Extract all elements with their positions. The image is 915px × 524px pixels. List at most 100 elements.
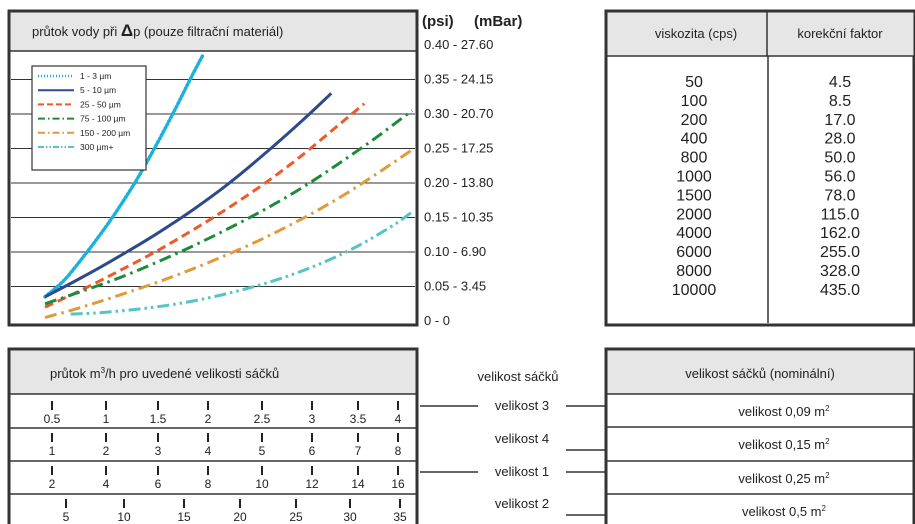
factor-cell: 50.0: [824, 150, 855, 167]
factor-cell: 56.0: [824, 169, 855, 186]
bag-link-label: velikost 1: [495, 464, 549, 479]
axis-tick-labels: 0.40 - 27.60 0.35 - 24.15 0.30 - 20.70 0.25…: [424, 37, 493, 328]
flow-tick-label: 5: [259, 444, 266, 458]
factor-cell: 4.5: [829, 74, 851, 91]
viscosity-cell: 10000: [672, 282, 717, 299]
pressure-axis: (psi) (mBar) 0.40 - 27.60 0.35 - 24.15 0.3…: [422, 13, 522, 328]
factor-cell: 115.0: [821, 206, 860, 223]
axis-tick-label: 0.10 - 6.90: [424, 244, 486, 259]
flow-tick-label: 5: [63, 510, 70, 524]
flow-tick-label: 3: [155, 444, 162, 458]
viscosity-cell: 100: [681, 93, 708, 110]
series-line: [44, 92, 333, 299]
flow-title: průtok m3/h pro uvedené velikosti sáčků: [50, 366, 279, 381]
legend-label: 1 - 3 µm: [80, 71, 111, 81]
bag-size-table: velikost sáčků (nominální) velikost 0,09…: [604, 347, 915, 524]
flow-tick-label: 1.5: [150, 412, 167, 426]
viscosity-cell: 50: [685, 74, 703, 91]
factor-header-label: korekční faktor: [797, 26, 883, 41]
chart-legend: 1 - 3 µm 5 - 10 µm 25 - 50 µm 75 - 100 µm 15…: [31, 65, 147, 171]
flow-tick-label: 4: [395, 412, 402, 426]
axis-unit-psi: (psi): [422, 13, 454, 30]
pressure-chart-panel: průtok vody při Δp (pouze filtrační mate…: [7, 9, 419, 327]
flow-tick-label: 2: [103, 444, 110, 458]
flow-tick-label: 8: [205, 477, 212, 491]
flow-tick-label: 2: [205, 412, 212, 426]
viscosity-cell: 400: [681, 131, 708, 148]
axis-tick-label: 0.05 - 3.45: [424, 279, 486, 294]
flow-tick-label: 15: [177, 510, 191, 524]
factor-cell: 8.5: [829, 93, 851, 110]
series-line: [44, 102, 366, 309]
flow-tick-label: 12: [305, 477, 319, 491]
viscosity-cell: 200: [681, 112, 708, 129]
flow-tick-label: 20: [233, 510, 247, 524]
flow-tick-label: 16: [391, 477, 405, 491]
factor-cell: 435.0: [820, 282, 860, 299]
flow-tick-label: 8: [395, 444, 402, 458]
bag-table-header: velikost sáčků (nominální): [685, 366, 835, 381]
factor-cell: 78.0: [824, 187, 855, 204]
bag-rows: velikost 0,09 m2 velikost 0,15 m2 velikost…: [607, 404, 913, 519]
bag-size-cell: velikost 0,15 m2: [738, 437, 830, 452]
flow-tick-label: 4: [205, 444, 212, 458]
flow-tick-label: 10: [117, 510, 131, 524]
legend-label: 25 - 50 µm: [80, 99, 121, 109]
flow-tick-label: 2: [49, 477, 56, 491]
legend-label: 75 - 100 µm: [80, 114, 126, 124]
bag-size-cell: velikost 0,25 m2: [738, 471, 830, 486]
flow-tick-label: 3: [309, 412, 316, 426]
flow-tick-label: 14: [351, 477, 365, 491]
axis-tick-label: 0.30 - 20.70: [424, 106, 493, 121]
viscosity-cell: 4000: [676, 225, 712, 242]
chart-title: průtok vody při Δp (pouze filtrační mate…: [32, 21, 283, 40]
flow-tick-label: 6: [155, 477, 162, 491]
flow-panel: průtok m3/h pro uvedené velikosti sáčků …: [7, 347, 419, 524]
legend-box: [31, 65, 147, 171]
flow-tick-label: 1: [49, 444, 56, 458]
flow-tick-label: 30: [343, 510, 357, 524]
viscosity-cell: 800: [681, 150, 708, 167]
flow-tick-label: 2.5: [254, 412, 271, 426]
flow-tick-label: 35: [393, 510, 407, 524]
bag-size-cell: velikost 0,09 m2: [738, 404, 830, 419]
viscosity-table: viskozita (cps) korekční faktor 50 4.5 100…: [604, 9, 915, 327]
factor-cell: 328.0: [820, 263, 860, 280]
viscosity-cell: 1000: [676, 169, 712, 186]
viscosity-cell: 2000: [676, 206, 712, 223]
factor-cell: 162.0: [820, 225, 860, 242]
viscosity-cell: 8000: [676, 263, 712, 280]
flow-tick-label: 4: [103, 477, 110, 491]
series-line: [70, 210, 413, 316]
legend-label: 5 - 10 µm: [80, 85, 116, 95]
chart-header-band: [10, 12, 416, 51]
viscosity-cell: 6000: [676, 244, 712, 261]
axis-tick-label: 0.15 - 10.35: [424, 210, 493, 225]
axis-tick-label: 0 - 0: [424, 313, 450, 328]
flow-tick-label: 10: [255, 477, 269, 491]
flow-tick-label: 25: [289, 510, 303, 524]
flow-tick-label: 1: [103, 412, 110, 426]
flow-tick-label: 6: [309, 444, 316, 458]
viscosity-header-label: viskozita (cps): [655, 26, 737, 41]
bag-size-cell: velikost 0,5 m2: [742, 504, 826, 519]
chart-series: [43, 53, 413, 320]
legend-label: 150 - 200 µm: [80, 128, 130, 138]
axis-tick-label: 0.40 - 27.60: [424, 37, 493, 52]
bag-header-band: [607, 350, 914, 394]
viscosity-cell: 1500: [676, 187, 712, 204]
flow-tick-label: 7: [355, 444, 362, 458]
factor-cell: 17.0: [824, 112, 855, 129]
series-line: [44, 109, 413, 306]
flow-tick-label: 3.5: [350, 412, 367, 426]
connector-lines: velikost 3 velikost 4 velikost 1 velikost 2: [420, 398, 606, 516]
viscosity-values: 50 4.5 100 8.5 200 17.0 400 28.0 800 50.0 1000 56.0…: [672, 74, 860, 299]
series-line: [43, 53, 205, 299]
axis-tick-label: 0.20 - 13.80: [424, 175, 493, 190]
axis-unit-mbar: (mBar): [474, 13, 522, 30]
factor-cell: 28.0: [824, 131, 855, 148]
viscosity-header-band: [607, 12, 914, 56]
bag-link-label: velikost 3: [495, 398, 549, 413]
